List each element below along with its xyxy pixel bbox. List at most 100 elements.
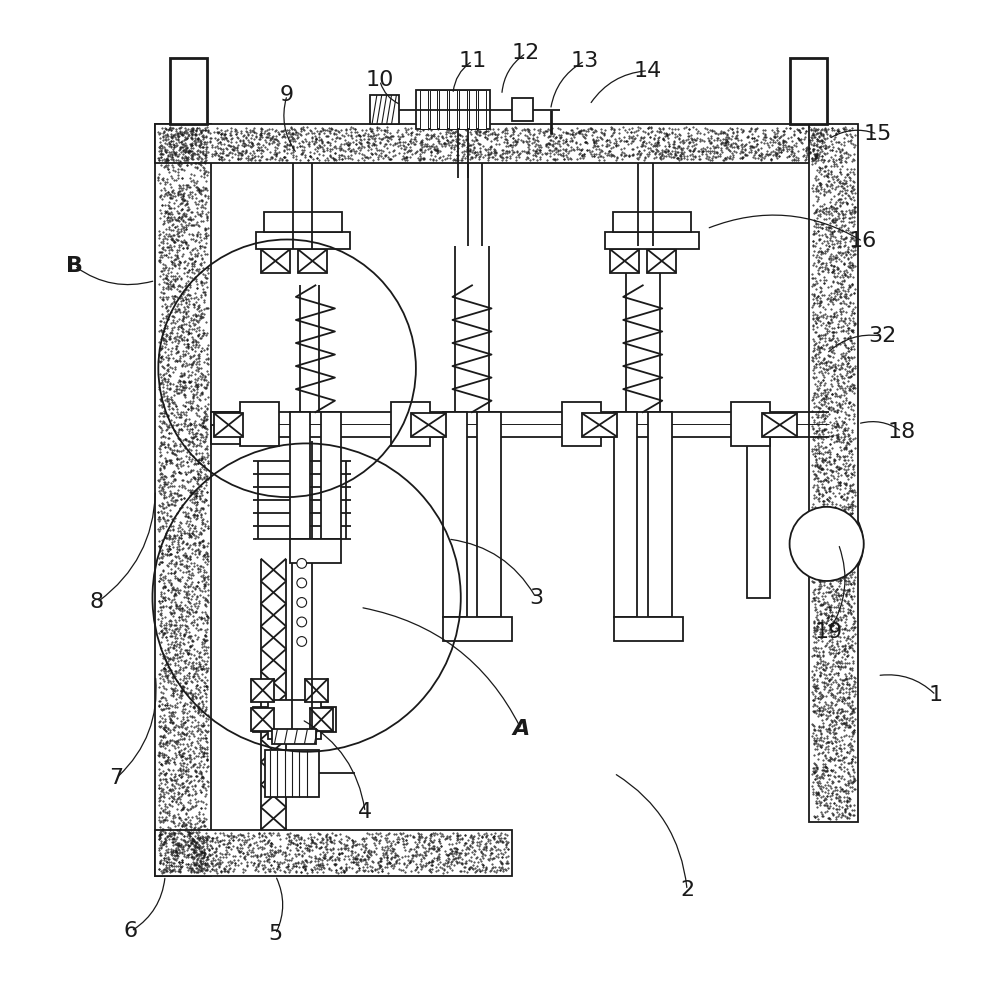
Point: [169, 289, 185, 305]
Point: [159, 799, 175, 815]
Point: [169, 718, 185, 734]
Point: [157, 809, 173, 825]
Point: [161, 541, 177, 557]
Point: [812, 688, 828, 704]
Point: [810, 593, 826, 609]
Point: [769, 145, 785, 161]
Point: [573, 150, 588, 166]
Point: [846, 669, 862, 685]
Point: [847, 754, 863, 770]
Point: [391, 138, 406, 154]
Point: [813, 797, 829, 813]
Point: [236, 848, 252, 864]
Point: [160, 281, 176, 297]
Point: [169, 548, 185, 564]
Point: [251, 825, 267, 841]
Point: [167, 423, 183, 439]
Point: [829, 645, 844, 661]
Point: [839, 525, 855, 541]
Point: [816, 350, 831, 366]
Point: [180, 645, 196, 661]
Point: [157, 592, 173, 608]
Point: [198, 660, 214, 676]
Point: [198, 492, 214, 508]
Point: [173, 594, 189, 610]
Point: [171, 183, 187, 199]
Point: [591, 141, 607, 157]
Point: [807, 762, 823, 778]
Point: [294, 848, 310, 864]
Point: [165, 714, 181, 730]
Point: [809, 307, 825, 323]
Point: [169, 822, 185, 838]
Point: [285, 858, 301, 874]
Point: [183, 835, 199, 851]
Point: [197, 246, 213, 262]
Point: [272, 144, 287, 160]
Point: [152, 126, 167, 142]
Point: [401, 143, 417, 159]
Point: [427, 825, 443, 841]
Point: [845, 497, 861, 513]
Point: [192, 543, 208, 559]
Point: [374, 839, 390, 855]
Point: [160, 131, 176, 147]
Point: [832, 346, 848, 362]
Point: [367, 829, 383, 845]
Point: [168, 212, 184, 228]
Point: [197, 554, 213, 570]
Point: [155, 720, 171, 736]
Point: [846, 482, 862, 498]
Point: [186, 417, 202, 433]
Point: [809, 183, 825, 199]
Point: [156, 661, 172, 677]
Point: [193, 717, 209, 733]
Point: [176, 265, 192, 281]
Point: [185, 140, 201, 156]
Point: [180, 291, 196, 307]
Point: [340, 127, 356, 143]
Point: [194, 621, 210, 637]
Point: [392, 131, 407, 147]
Point: [826, 729, 841, 745]
Point: [176, 353, 192, 369]
Point: [815, 788, 830, 804]
Point: [817, 452, 832, 468]
Point: [397, 145, 412, 161]
Point: [158, 598, 174, 614]
Point: [200, 828, 215, 844]
Point: [181, 287, 197, 303]
Point: [153, 570, 168, 586]
Point: [805, 559, 821, 575]
Point: [810, 189, 826, 205]
Point: [231, 145, 247, 161]
Point: [745, 130, 761, 146]
Point: [687, 148, 703, 164]
Point: [164, 793, 180, 809]
Point: [208, 830, 223, 846]
Point: [798, 149, 814, 165]
Point: [195, 433, 211, 449]
Point: [836, 119, 852, 135]
Point: [173, 556, 189, 572]
Point: [251, 152, 267, 168]
Point: [819, 308, 834, 324]
Point: [817, 130, 832, 146]
Point: [842, 706, 858, 722]
Point: [813, 243, 829, 259]
Point: [836, 295, 852, 311]
Point: [169, 710, 185, 726]
Point: [180, 837, 196, 853]
Point: [640, 126, 655, 142]
Point: [810, 459, 826, 475]
Point: [186, 507, 202, 523]
Point: [802, 144, 818, 160]
Point: [823, 611, 838, 627]
Point: [388, 854, 403, 870]
Point: [734, 136, 750, 152]
Point: [263, 835, 278, 851]
Point: [172, 523, 188, 539]
Point: [808, 441, 824, 457]
Point: [424, 857, 440, 873]
Point: [154, 372, 170, 388]
